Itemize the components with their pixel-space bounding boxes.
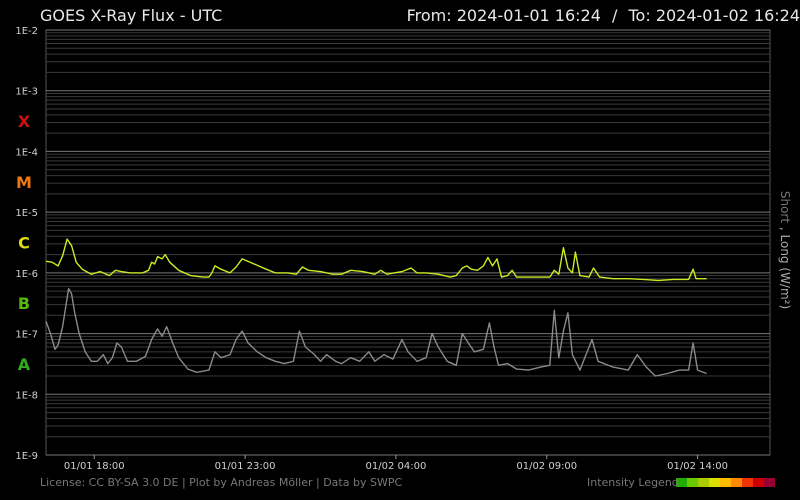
y-tick-label: 1E-2 xyxy=(15,26,38,37)
y-tick-label: 1E-8 xyxy=(15,390,38,401)
range-separator: / xyxy=(612,6,618,25)
y-tick-label: 1E-4 xyxy=(15,147,38,158)
from-label: From: xyxy=(406,6,452,25)
intensity-legend-swatch xyxy=(676,478,687,487)
flare-class-label-c: C xyxy=(18,234,30,253)
intensity-legend-label: Intensity Legend xyxy=(587,476,679,489)
flare-class-label-b: B xyxy=(18,294,30,313)
intensity-legend-swatch xyxy=(753,478,764,487)
x-tick-label: 01/02 04:00 xyxy=(366,461,427,472)
flare-class-label-x: X xyxy=(18,112,31,131)
intensity-legend-swatch xyxy=(720,478,731,487)
y-tick-label: 1E-3 xyxy=(15,87,38,98)
short-wavelength-flux-line xyxy=(45,287,707,377)
to-value: 2024-01-02 16:24 xyxy=(655,6,800,25)
y-tick-label: 1E-7 xyxy=(15,330,38,341)
from-value: 2024-01-01 16:24 xyxy=(456,6,601,25)
to-label: To: xyxy=(628,6,651,25)
y-tick-label: 1E-9 xyxy=(15,451,38,462)
y-axis-separator: , xyxy=(778,226,792,231)
intensity-legend-swatch xyxy=(742,478,753,487)
y-axis-long-label: Long (W/m²) xyxy=(778,234,792,310)
time-range: From: 2024-01-01 16:24 / To: 2024-01-02 … xyxy=(407,6,800,25)
intensity-legend-swatch xyxy=(698,478,709,487)
long-wavelength-flux-line xyxy=(45,238,707,282)
intensity-legend-swatch xyxy=(764,478,775,487)
intensity-legend-swatch xyxy=(687,478,698,487)
y-tick-label: 1E-5 xyxy=(15,208,38,219)
flare-class-label-m: M xyxy=(16,173,32,192)
y-tick-label: 1E-6 xyxy=(15,269,38,280)
x-tick-label: 01/02 14:00 xyxy=(667,461,728,472)
x-tick-label: 01/01 18:00 xyxy=(64,461,125,472)
chart-title: GOES X-Ray Flux - UTC xyxy=(40,6,223,25)
x-tick-label: 01/02 09:00 xyxy=(516,461,577,472)
flare-class-label-a: A xyxy=(18,355,31,374)
y-axis-label: Short , Long (W/m²) xyxy=(778,191,792,309)
y-axis-short-label: Short xyxy=(778,190,792,224)
intensity-legend-swatch xyxy=(709,478,720,487)
credits-footer: License: CC BY-SA 3.0 DE | Plot by Andre… xyxy=(40,476,403,489)
intensity-legend-swatch xyxy=(731,478,742,487)
x-tick-label: 01/01 23:00 xyxy=(215,461,276,472)
